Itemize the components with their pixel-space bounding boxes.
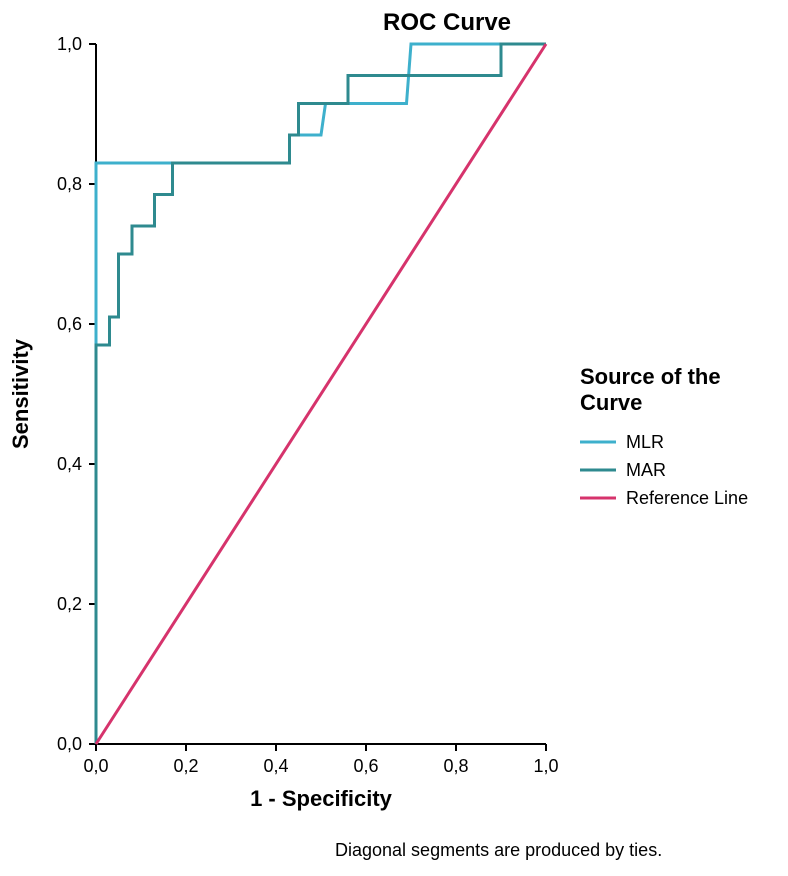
legend-title: Source of the: [580, 364, 721, 389]
x-tick-label: 0,8: [443, 756, 468, 776]
x-tick-label: 1,0: [533, 756, 558, 776]
x-tick-label: 0,4: [263, 756, 288, 776]
y-tick-label: 0,8: [57, 174, 82, 194]
legend-title: Curve: [580, 390, 642, 415]
legend-label: MAR: [626, 460, 666, 480]
legend-label: Reference Line: [626, 488, 748, 508]
y-tick-label: 0,4: [57, 454, 82, 474]
y-tick-label: 1,0: [57, 34, 82, 54]
roc-chart-container: { "chart": { "type": "line", "title": "R…: [0, 0, 788, 876]
chart-title: ROC Curve: [383, 9, 511, 36]
roc-chart: ROC Curve 0,0 0,2 0,4 0,6 0,8 1,0 0,0 0,2 0,4 0,6 0…: [0, 0, 788, 876]
x-tick-label: 0,6: [353, 756, 378, 776]
y-axis-title: Sensitivity: [8, 338, 33, 449]
x-tick-label: 0,2: [173, 756, 198, 776]
chart-footnote: Diagonal segments are produced by ties.: [335, 840, 662, 860]
x-axis-title: 1 - Specificity: [250, 786, 393, 811]
legend-label: MLR: [626, 432, 664, 452]
y-tick-label: 0,6: [57, 314, 82, 334]
y-tick-label: 0,0: [57, 734, 82, 754]
y-tick-label: 0,2: [57, 594, 82, 614]
x-tick-label: 0,0: [83, 756, 108, 776]
